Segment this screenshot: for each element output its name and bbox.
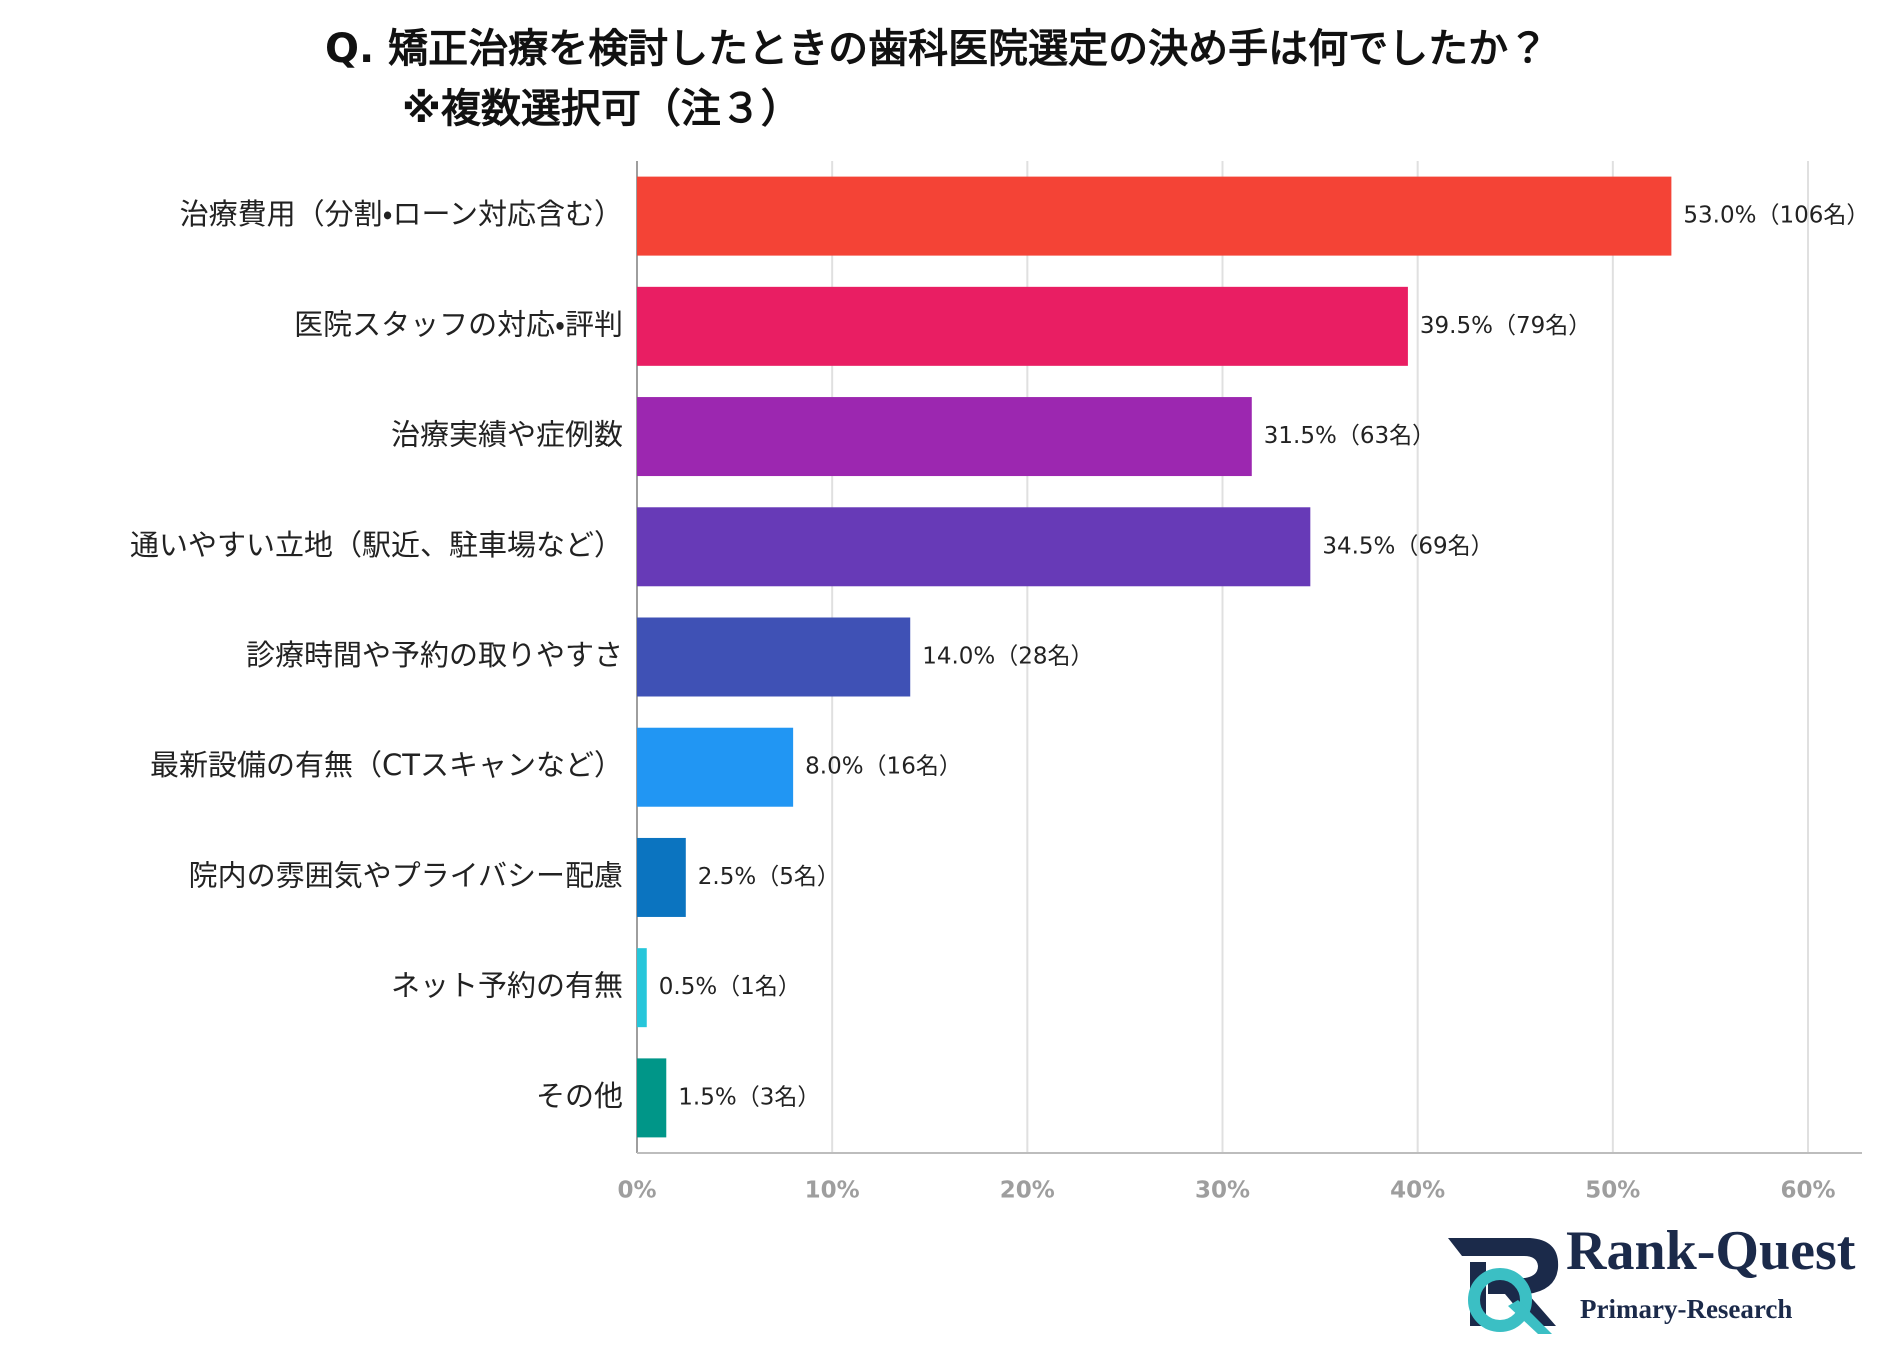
logo-tagline: Primary-Research: [1580, 1294, 1792, 1324]
bar: [637, 727, 794, 807]
logo-name: Rank-Quest: [1566, 1220, 1856, 1282]
x-tick-label: 0%: [617, 1178, 656, 1204]
value-label: 53.0%（106名）: [1683, 203, 1869, 229]
bar: [637, 176, 1672, 256]
bar: [637, 1058, 667, 1138]
bar: [637, 397, 1252, 477]
chart-subtitle: ※複数選択可（注３）: [402, 86, 801, 132]
y-tick-label: その他: [536, 1079, 623, 1113]
value-label: 1.5%（3名）: [678, 1084, 820, 1110]
x-tick-label: 60%: [1780, 1178, 1835, 1204]
y-tick-label: 院内の雰囲気やプライバシー配慮: [189, 858, 623, 892]
logo-icon: [1448, 1238, 1559, 1334]
bar: [637, 948, 647, 1028]
value-label: 34.5%（69名）: [1322, 533, 1493, 559]
x-tick-label: 50%: [1585, 1178, 1640, 1204]
value-label: 0.5%（1名）: [659, 974, 801, 1000]
bar: [637, 837, 686, 917]
bar: [637, 286, 1408, 366]
y-tick-label: 治療費用（分割・ローン対応含む）: [180, 197, 623, 231]
value-label: 8.0%（16名）: [805, 754, 962, 780]
x-tick-label: 30%: [1195, 1178, 1250, 1204]
value-label: 31.5%（63名）: [1264, 423, 1435, 449]
y-tick-label: 治療実績や症例数: [391, 418, 623, 452]
bar: [637, 507, 1311, 587]
chart-title: Q. 矯正治療を検討したときの歯科医院選定の決め手は何でしたか？: [325, 26, 1548, 72]
y-tick-label: 最新設備の有無（CTスキャンなど）: [150, 748, 623, 782]
y-tick-label: ネット予約の有無: [391, 969, 623, 1003]
bar: [637, 617, 911, 697]
y-tick-label: 診療時間や予約の取りやすさ: [246, 638, 623, 672]
value-label: 39.5%（79名）: [1420, 313, 1591, 339]
value-label: 14.0%（28名）: [922, 644, 1093, 670]
value-label: 2.5%（5名）: [698, 864, 840, 890]
x-tick-label: 40%: [1390, 1178, 1445, 1204]
y-tick-label: 通いやすい立地（駅近、駐車場など）: [130, 528, 623, 562]
y-tick-label: 医院スタッフの対応・評判: [294, 307, 623, 341]
x-tick-label: 10%: [805, 1178, 860, 1204]
x-tick-label: 20%: [1000, 1178, 1055, 1204]
